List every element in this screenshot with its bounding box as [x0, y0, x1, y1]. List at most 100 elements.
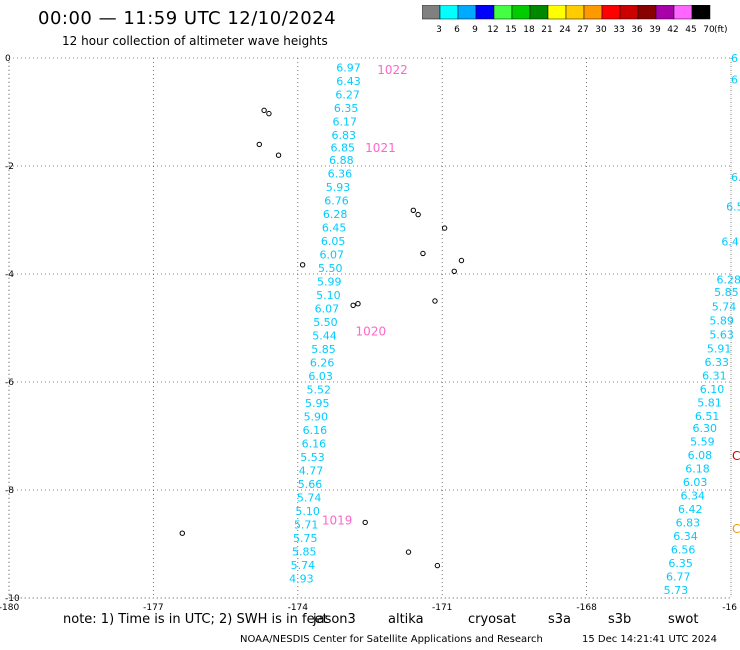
wave-height-label: 6: [731, 74, 738, 87]
wave-height-label: 4.77: [299, 465, 324, 478]
plot-frame: [8, 57, 732, 599]
edge-mark: C: [732, 522, 740, 536]
wave-height-label: 6.35: [334, 102, 359, 115]
wave-height-label: 4.93: [289, 573, 314, 586]
wave-height-label: 5.99: [317, 276, 342, 289]
satellite-s3b: s3b: [608, 612, 632, 627]
island-outline: [350, 302, 356, 309]
wave-height-label: 6.83: [676, 516, 701, 529]
island-outline: [415, 211, 421, 218]
satellite-jason3: jason3: [313, 612, 356, 627]
wave-height-label: 5.89: [709, 314, 734, 327]
wave-height-label: 5.59: [690, 435, 715, 448]
wave-height-label: 5.10: [295, 505, 320, 518]
pressure-label: 1021: [365, 141, 396, 155]
wave-height-label: 6.43: [336, 75, 361, 88]
wave-height-label: 6.07: [319, 249, 344, 262]
island-outline: [179, 530, 185, 536]
x-tick-label: -16: [722, 603, 737, 612]
wave-height-label: 5.74: [712, 300, 737, 313]
wave-height-label: 5.85: [714, 286, 739, 299]
island-outline: [420, 250, 426, 257]
island-outline: [266, 110, 272, 117]
wave-height-label: 6.83: [331, 129, 356, 142]
map-subtitle: 12 hour collection of altimeter wave hei…: [62, 34, 328, 48]
wave-height-label: 5.81: [697, 397, 722, 410]
wave-height-label: 6.77: [666, 570, 691, 583]
wave-height-label: 5.85: [292, 546, 317, 559]
satellite-cryosat: cryosat: [468, 612, 516, 627]
wave-height-label: 6.16: [303, 424, 328, 437]
wave-height-label: 5.66: [298, 478, 323, 491]
island-outline: [441, 225, 448, 231]
wave-height-label: 6.17: [332, 116, 357, 129]
island-outline: [362, 519, 368, 526]
scale-label: 27: [577, 25, 588, 35]
wave-height-label: 6.10: [700, 383, 725, 396]
credit-text: NOAA/NESDIS Center for Satellite Applica…: [240, 634, 543, 645]
wave-height-label: 5.95: [305, 397, 330, 410]
wave-height-label: 6.16: [302, 438, 327, 451]
wave-height-label: 6.18: [685, 462, 710, 475]
wave-height-label: 5.91: [707, 343, 732, 356]
wave-height-label: 6.45: [322, 222, 347, 235]
wave-height-label: 5.71: [294, 519, 319, 532]
island-outline: [451, 268, 457, 274]
wave-height-label: 6.26: [310, 357, 335, 370]
y-tick-label: -4: [5, 270, 14, 280]
scale-label: 6: [454, 25, 460, 35]
island-outline: [405, 549, 412, 555]
wave-height-label: 6.35: [668, 557, 693, 570]
footer-note: note: 1) Time is in UTC; 2) SWH is in fe…: [63, 612, 328, 627]
wave-height-label: 6.03: [683, 476, 708, 489]
wave-height-label: 5.52: [306, 384, 331, 397]
y-tick-label: 0: [5, 54, 11, 64]
wave-height-label: 5.73: [664, 584, 689, 597]
island-outline: [434, 562, 441, 569]
scale-label: 24: [559, 25, 571, 35]
scale-swatch: [691, 5, 711, 20]
wave-height-label: 6.56: [671, 543, 696, 556]
wave-height-label: 5.85: [311, 343, 336, 356]
wave-height-label: 6.30: [692, 422, 717, 435]
scale-label: 18: [523, 25, 535, 35]
wave-height-label: 5.53: [300, 451, 325, 464]
y-tick-label: -6: [5, 378, 14, 388]
wave-height-label: 6.34: [673, 530, 698, 543]
wave-height-label: 6.33: [705, 356, 730, 369]
scale-label: 45: [685, 25, 696, 35]
wave-height-label: 5.10: [316, 289, 341, 302]
wave-height-label: 5.74: [291, 559, 316, 572]
scale-label: 3: [436, 25, 442, 35]
wave-height-label: 6: [731, 52, 738, 65]
island-outline: [261, 107, 267, 114]
scale-label: 21: [541, 25, 552, 35]
scale-label: 9: [472, 25, 478, 35]
wave-height-label: 5.50: [313, 316, 338, 329]
wave-height-label: 5.44: [312, 330, 337, 343]
y-tick-label: -10: [5, 594, 20, 604]
wave-height-map: -180 -177 -174 -171 -168 -160-2-4-6-8-106.976…: [0, 52, 740, 612]
wave-height-label: 6.88: [329, 154, 354, 167]
wave-height-label: 6.: [731, 171, 740, 184]
satellite-swot: swot: [668, 612, 699, 627]
wave-height-label: 5.50: [318, 262, 343, 275]
wave-height-label: 6.51: [695, 410, 720, 423]
wave-height-label: 5.90: [304, 411, 329, 424]
wave-height-label: 6.4: [721, 236, 739, 249]
wave-height-label: 6.27: [335, 89, 360, 102]
wave-height-label: 5.75: [293, 532, 318, 545]
wave-height-label: 6.05: [321, 235, 346, 248]
wave-height-label: 5.74: [297, 492, 322, 505]
x-tick-label: -171: [432, 603, 452, 612]
scale-label: 33: [613, 25, 624, 35]
wave-height-label: 6.03: [308, 370, 333, 383]
scale-label: 12: [487, 25, 498, 35]
scale-label: 70: [703, 25, 715, 35]
wave-height-label: 6.07: [315, 303, 340, 316]
satellite-altika: altika: [388, 612, 424, 627]
wave-height-label: 6.76: [324, 195, 349, 208]
island-outline: [432, 298, 438, 304]
pressure-label: 1019: [322, 514, 353, 528]
satellite-s3a: s3a: [548, 612, 572, 627]
